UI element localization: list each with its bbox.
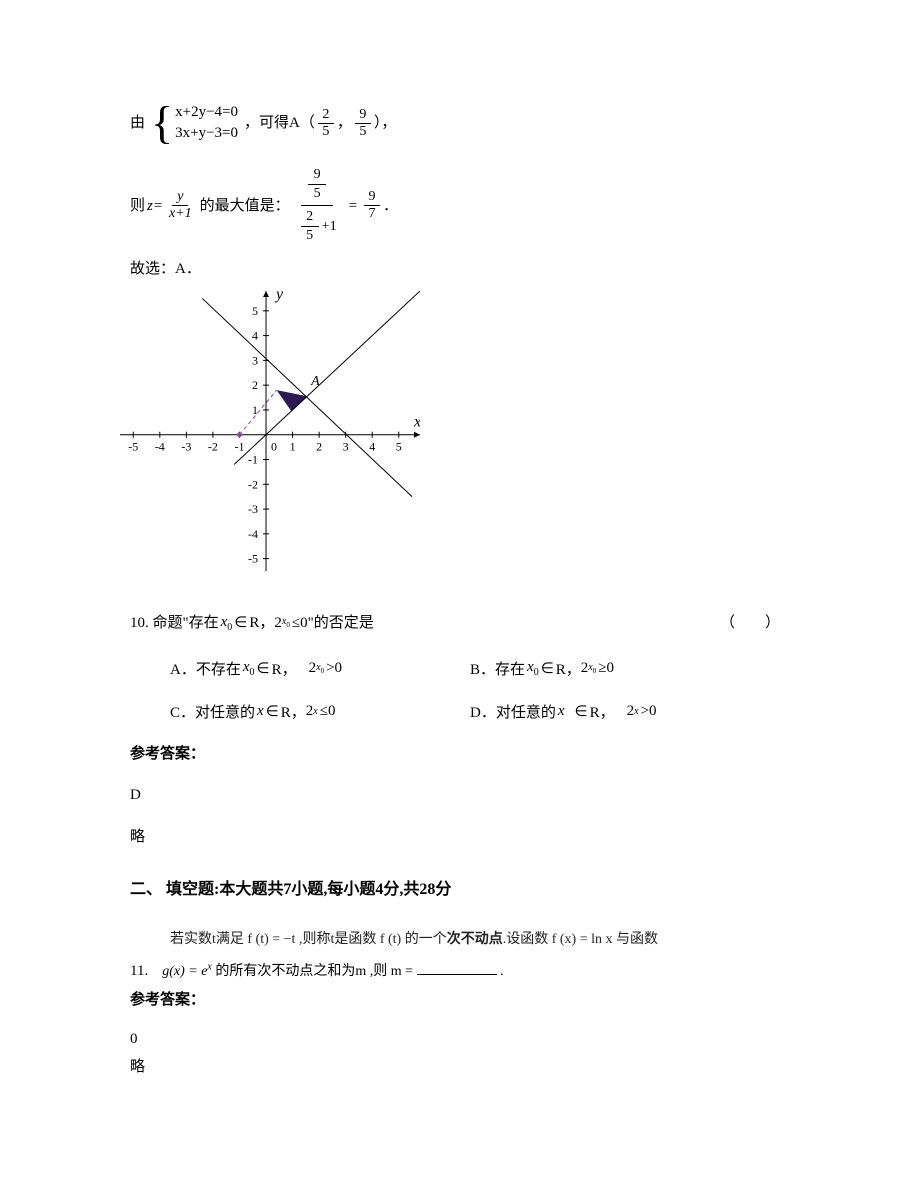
q10-exp: x0 — [282, 614, 290, 631]
text-prefix2: 则 — [130, 194, 145, 218]
svg-text:-5: -5 — [248, 552, 258, 566]
z-eq: z= — [147, 194, 163, 218]
text-aftersys: ，可得A（ — [244, 111, 315, 135]
svg-text:4: 4 — [369, 440, 375, 454]
q10-R: R， — [249, 611, 274, 635]
brace-icon: { — [151, 100, 173, 146]
svg-text:-5: -5 — [128, 440, 138, 454]
svg-text:1: 1 — [290, 440, 296, 454]
q10-stem: 10. 命题"存在 x0 ∈ R， 2x0 ≤0"的否定是 （ ） — [130, 610, 810, 636]
svg-text:0: 0 — [271, 440, 277, 454]
text-prefix: 由 — [130, 111, 145, 135]
feasible-region-chart: -5-4-3-2-1123450-5-4-3-2-112345xyA — [120, 291, 810, 576]
q11-blank — [417, 960, 497, 975]
q10-two: 2 — [274, 611, 282, 635]
text-after: ）， — [374, 111, 397, 135]
derivation-line-3: 故选：A． — [130, 257, 810, 281]
q10-x0: x0 — [221, 610, 233, 636]
system-eq: { x+2y−4=0 3x+y−3=0 — [151, 100, 238, 146]
svg-text:y: y — [274, 291, 284, 303]
svg-text:2: 2 — [316, 440, 322, 454]
svg-text:5: 5 — [252, 304, 258, 318]
frac-result: 9 7 — [364, 190, 380, 221]
q10-pre: 10. 命题"存在 — [130, 611, 219, 635]
svg-text:x: x — [413, 414, 420, 431]
svg-text:3: 3 — [252, 353, 258, 367]
bf-plus: +1 — [322, 220, 337, 234]
svg-text:5: 5 — [396, 440, 402, 454]
svg-text:2: 2 — [252, 378, 258, 392]
bf-bot-left: 2 5 — [301, 208, 319, 245]
answer-label-2: 参考答案： — [130, 988, 810, 1009]
frac-Ax: 2 5 — [318, 108, 334, 139]
q10-options-row1: A．不存在 x0 ∈ R， 2x0 >0 B．存在 x0 ∈ R， 2x0 ≥0 — [130, 658, 810, 679]
eq1: x+2y−4=0 — [175, 102, 238, 123]
q11-row2: 11. g(x) = ex 的所有次不动点之和为m ,则 m = . — [130, 960, 810, 980]
svg-text:1: 1 — [252, 403, 258, 417]
svg-text:A: A — [310, 374, 320, 389]
q11-num: 11. — [130, 963, 148, 980]
svg-text:3: 3 — [343, 440, 349, 454]
q10-optD: D．对任意的 x ∈ R， 2x >0 — [470, 701, 657, 722]
q11-mid: 的所有次不动点之和为m ,则 m = — [215, 964, 413, 979]
svg-text:-3: -3 — [248, 502, 258, 516]
svg-text:4: 4 — [252, 329, 258, 343]
text-comma: ， — [337, 111, 352, 135]
derivation-line-1: 由 { x+2y−4=0 3x+y−3=0 ，可得A（ 2 5 ， 9 5 ）， — [130, 100, 810, 146]
q10-optC: C．对任意的 x ∈ R， 2x ≤0 — [170, 701, 470, 722]
q11-part1: 若实数t满足 f (t) = −t ,则称t是函数 f (t) 的一个 — [170, 932, 447, 947]
q11-gx: g(x) = ex — [162, 964, 212, 979]
q10-paren: （ ） — [720, 611, 780, 635]
frac-z: y x+1 — [166, 190, 195, 221]
q11-part2: .设函数 f (x) = ln x 与函数 — [503, 932, 658, 947]
answer-value-1: D — [130, 783, 810, 807]
eq2: 3x+y−3=0 — [175, 123, 238, 144]
derivation-line-2: 则 z= y x+1 的最大值是： 9 5 2 5 +1 — [130, 164, 810, 247]
q11-bold: 次不动点 — [447, 932, 503, 947]
q10-in: ∈ — [234, 611, 247, 635]
answer-value-2: 0 — [130, 1027, 810, 1051]
q11-body: 若实数t满足 f (t) = −t ,则称t是函数 f (t) 的一个次不动点.… — [130, 927, 810, 954]
q10-le0: ≤0"的否定是 — [292, 611, 374, 635]
q10-optB: B．存在 x0 ∈ R， 2x0 ≥0 — [470, 658, 614, 679]
answer-note-1: 略 — [130, 825, 810, 849]
period: ． — [383, 194, 398, 218]
svg-text:-3: -3 — [181, 440, 191, 454]
page: 由 { x+2y−4=0 3x+y−3=0 ，可得A（ 2 5 ， 9 5 ），… — [0, 0, 920, 1191]
svg-text:-4: -4 — [248, 527, 258, 541]
svg-text:-4: -4 — [155, 440, 165, 454]
q10-optA: A．不存在 x0 ∈ R， 2x0 >0 — [170, 658, 470, 679]
conclusion: 故选：A． — [130, 257, 201, 281]
frac-Ay: 9 5 — [355, 108, 371, 139]
svg-text:-1: -1 — [248, 452, 258, 466]
answer-note-2: 略 — [130, 1055, 810, 1079]
chart-svg: -5-4-3-2-1123450-5-4-3-2-112345xyA — [120, 291, 420, 571]
big-frac: 9 5 2 5 +1 — [294, 164, 341, 247]
eq-end: = — [349, 194, 357, 218]
answer-label-1: 参考答案： — [130, 742, 810, 763]
section-2-heading: 二、 填空题:本大题共7小题,每小题4分,共28分 — [130, 875, 810, 899]
svg-text:-2: -2 — [248, 477, 258, 491]
text-mid2: 的最大值是： — [200, 194, 290, 218]
svg-text:-1: -1 — [234, 440, 244, 454]
svg-text:-2: -2 — [208, 440, 218, 454]
bf-top: 9 5 — [308, 166, 326, 203]
q10-options-row2: C．对任意的 x ∈ R， 2x ≤0 D．对任意的 x ∈ R， 2x >0 — [130, 701, 810, 722]
